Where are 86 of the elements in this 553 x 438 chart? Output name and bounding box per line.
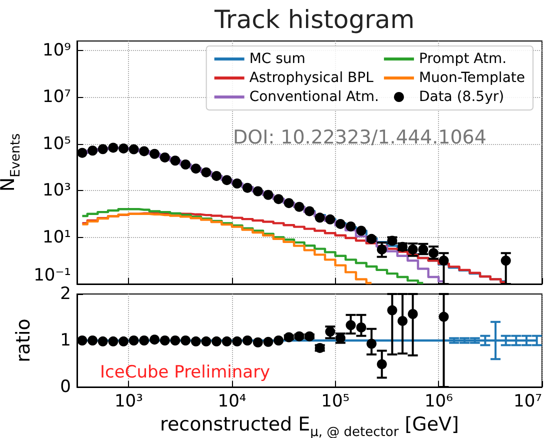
y-tick-label: 10⁵ [42, 134, 71, 154]
x-tick-label: 10⁵ [321, 392, 350, 412]
annotation: IceCube Preliminary [100, 362, 270, 382]
point [222, 175, 232, 186]
x-tick-label: 10⁴ [218, 392, 246, 412]
point [366, 338, 377, 349]
point [356, 322, 366, 332]
point [314, 212, 325, 223]
point [252, 186, 263, 196]
point [88, 336, 98, 346]
point [108, 336, 118, 346]
point [325, 214, 336, 224]
point [346, 320, 356, 330]
y-axis-title: NEvents [0, 133, 24, 192]
point [376, 244, 387, 254]
point [252, 337, 263, 348]
point [274, 336, 284, 346]
point [77, 148, 88, 158]
point [98, 336, 108, 346]
point [232, 178, 242, 188]
point [263, 190, 274, 200]
y-tick-label: 10¹ [42, 227, 71, 248]
y-tick-label: 0 [60, 377, 71, 397]
point [325, 326, 336, 337]
point [190, 336, 201, 346]
x-tick-label: 10⁶ [424, 392, 454, 412]
legend-label: Astrophysical BPL [249, 70, 374, 86]
y-axis-title: ratio [12, 318, 34, 362]
legend-label: Prompt Atm. [418, 51, 507, 67]
point [294, 202, 304, 212]
point [232, 336, 242, 346]
point [118, 143, 129, 154]
point [212, 170, 222, 181]
legend-label: MC sum [249, 51, 306, 67]
y-tick-label: 10⁹ [42, 40, 72, 60]
point [201, 336, 212, 346]
point [212, 336, 222, 346]
point [222, 336, 232, 346]
point [190, 164, 201, 174]
x-tick-label: 10⁷ [514, 392, 542, 412]
annotation: DOI: 10.22323/1.444.1064 [233, 126, 486, 148]
y-tick-label: 10⁷ [42, 87, 72, 108]
point [242, 336, 252, 346]
point [160, 152, 170, 162]
chart-title: Track histogram [213, 5, 415, 34]
point [242, 182, 252, 193]
point [438, 312, 449, 322]
point [77, 336, 88, 346]
point [170, 336, 180, 346]
point [160, 336, 170, 346]
point [274, 194, 284, 204]
point [356, 226, 366, 236]
point [408, 308, 418, 319]
point [263, 336, 274, 347]
y-tick-label: 1 [60, 330, 71, 350]
point [108, 142, 118, 153]
y-tick-label: 10⁻¹ [34, 266, 71, 286]
x-tick-label: 10³ [114, 392, 143, 412]
point [150, 334, 160, 345]
point [88, 146, 98, 156]
point [150, 148, 160, 159]
point [428, 248, 438, 258]
point [438, 256, 449, 266]
point [304, 206, 314, 216]
point [180, 336, 191, 346]
y-tick-label: 10³ [42, 180, 71, 201]
point [346, 221, 356, 232]
legend-label: Conventional Atm. [249, 89, 379, 105]
point [180, 159, 191, 170]
point [128, 144, 139, 154]
point [139, 146, 150, 156]
y-tick-label: 2 [60, 284, 71, 304]
point [335, 218, 346, 229]
point [398, 316, 408, 326]
legend-label: Data (8.5yr) [418, 89, 504, 105]
point [387, 305, 398, 316]
point [376, 359, 387, 370]
point [128, 336, 139, 346]
point [201, 167, 212, 178]
point [170, 156, 180, 166]
point [139, 336, 150, 346]
point [284, 198, 294, 208]
legend-label: Muon-Template [418, 70, 526, 86]
point [500, 256, 511, 266]
point [118, 336, 129, 346]
point [98, 144, 108, 154]
